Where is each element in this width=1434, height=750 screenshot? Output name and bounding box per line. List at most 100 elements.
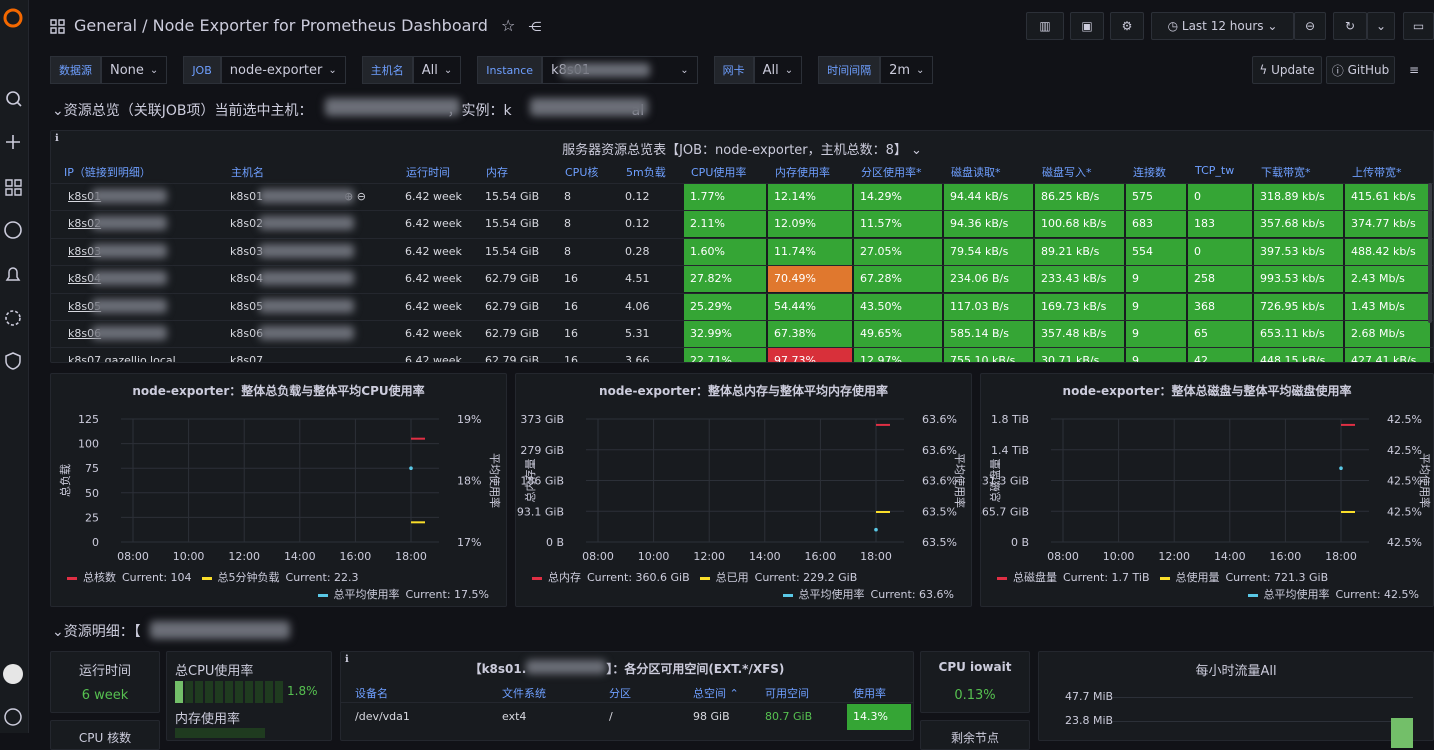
table-cell: 357.48 kB/s: [1035, 321, 1124, 347]
legend-item[interactable]: 总磁盘量 Current: 1.7 TiB: [997, 569, 1150, 586]
info-icon[interactable]: ℹ: [345, 654, 349, 665]
share-icon[interactable]: ⋲: [528, 20, 542, 35]
alerting-icon[interactable]: [5, 267, 21, 281]
cell-text: 9: [1132, 299, 1139, 313]
create-icon[interactable]: [6, 135, 20, 149]
legend-item[interactable]: 总平均使用率 Current: 63.6%: [782, 586, 954, 603]
table-cell: 9: [1126, 293, 1186, 320]
legend-current: Current: 229.2 GiB: [754, 571, 858, 584]
config-icon[interactable]: [5, 310, 21, 326]
gauge-panel: 总CPU使用率 1.8% 内存使用率: [166, 651, 332, 741]
legend-item[interactable]: 总平均使用率 Current: 17.5%: [317, 586, 489, 603]
refresh-button[interactable]: ↻: [1333, 12, 1367, 40]
row-divider: [51, 292, 1433, 294]
legend-current: Current: 63.6%: [870, 588, 954, 601]
panel-title[interactable]: 剩余节点: [950, 731, 999, 745]
cell-text: 6.42 week: [405, 327, 462, 340]
panel-title[interactable]: 【k8s01. 】：各分区可用空间(EXT.*/XFS): [341, 660, 913, 677]
update-button[interactable]: ϟ Update: [1252, 56, 1322, 84]
cell-text: 234.06 B/s: [950, 272, 1009, 286]
zoom-out-button[interactable]: ⊖: [1294, 12, 1326, 40]
star-icon[interactable]: ☆: [500, 16, 516, 35]
panel-title[interactable]: node-exporter：整体总内存与整体平均内存使用率: [599, 384, 888, 398]
cell-text: 2.68 Mb/s: [1351, 327, 1405, 340]
y-tick-label: 1.8 TiB: [991, 413, 1029, 426]
dropdown-caret: ⌄: [916, 64, 925, 76]
legend-item[interactable]: 总核数 Current: 104: [67, 569, 192, 586]
cell-text: 16: [564, 354, 578, 363]
logo[interactable]: [3, 8, 23, 28]
table-cell: ext4: [502, 710, 527, 723]
legend-name: 总核数: [83, 571, 116, 584]
column-header: 磁盘读取*: [951, 166, 1001, 179]
search-icon[interactable]: [6, 91, 20, 105]
legend-item[interactable]: 总已用 Current: 229.2 GiB: [699, 569, 858, 586]
legend-item[interactable]: 总平均使用率 Current: 42.5%: [1247, 586, 1419, 603]
legend-item[interactable]: 总内存 Current: 360.6 GiB: [532, 569, 690, 586]
breadcrumb-title[interactable]: / Node Exporter for Prometheus Dashboard: [142, 16, 488, 35]
time-picker[interactable]: ◷ Last 12 hours ⌄: [1151, 12, 1294, 40]
save-button[interactable]: ▣: [1070, 12, 1104, 40]
breadcrumb: General / Node Exporter for Prometheus D…: [74, 16, 541, 35]
github-button[interactable]: ⓘ GitHub: [1326, 56, 1395, 84]
variable-select[interactable]: All ⌄: [753, 56, 803, 84]
column-header: 分区: [609, 687, 631, 700]
panel-title[interactable]: 服务器资源总览表【JOB：node-exporter，主机总数：8】 ⌄: [562, 143, 922, 158]
table-cell: 2.11%: [684, 211, 766, 238]
legend-current: Current: 42.5%: [1335, 588, 1419, 601]
row-header[interactable]: ⌄资源明细：【: [52, 624, 141, 640]
table-cell: 318.89 kb/s: [1254, 184, 1343, 210]
table-cell: 0: [1188, 238, 1252, 265]
breadcrumb-root[interactable]: General: [74, 16, 138, 35]
tv-button[interactable]: ▭: [1403, 12, 1434, 40]
table-cell: 2.68 Mb/s: [1345, 321, 1430, 347]
help-icon[interactable]: [4, 708, 22, 726]
table-cell: 585.14 B/s: [944, 321, 1033, 347]
column-header: 总空间 ⌃: [693, 687, 739, 700]
panel-title[interactable]: CPU 核数: [78, 731, 132, 745]
avatar[interactable]: [3, 664, 23, 684]
cell-text: 1.43 Mb/s: [1351, 299, 1405, 313]
variable-select[interactable]: All ⌄: [412, 56, 462, 84]
redacted: [150, 621, 290, 639]
refresh-interval[interactable]: ⌄: [1367, 12, 1395, 40]
table-cell: 80.7 GiB: [765, 710, 813, 723]
add-panel-button[interactable]: ▥: [1026, 12, 1064, 40]
table-cell: 234.06 B/s: [944, 266, 1033, 293]
legend-swatch: [782, 593, 793, 597]
legend-item[interactable]: 总5分钟负载 Current: 22.3: [201, 569, 359, 586]
panel-title[interactable]: node-exporter：整体总负载与整体平均CPU使用率: [132, 384, 425, 398]
explore-icon[interactable]: [4, 221, 22, 239]
y-tick-label: 25: [85, 511, 99, 524]
table-cell: 368: [1188, 293, 1252, 320]
partition-table-panel: ℹ 【k8s01. 】：各分区可用空间(EXT.*/XFS) 设备名 文件系统 分区 总…: [340, 651, 914, 741]
panel-title[interactable]: 每小时流量All: [1195, 664, 1277, 679]
page: Node Exporter for Prometheus Dashboard {…: [3, 0, 1434, 750]
panel-title[interactable]: CPU iowait: [938, 660, 1012, 674]
panel-title[interactable]: node-exporter：整体总磁盘与整体平均磁盘使用率: [1062, 384, 1352, 398]
y-tick-label: 93.1 GiB: [517, 505, 564, 518]
redacted: [325, 98, 460, 116]
variable-select[interactable]: None ⌄: [101, 56, 168, 84]
cell-text: 0.12: [625, 217, 650, 231]
legend-item[interactable]: 总使用量 Current: 721.3 GiB: [1159, 569, 1328, 586]
gauge-value: 1.8%: [287, 684, 318, 698]
settings-button[interactable]: ⚙: [1110, 12, 1144, 40]
menu-button[interactable]: ≡: [1408, 63, 1420, 77]
table-cell: 448.15 kB/s: [1254, 348, 1343, 362]
row-divider: [51, 320, 1433, 321]
cell-text: 1.60%: [690, 244, 725, 258]
variable-select[interactable]: node-exporter ⌄: [220, 56, 346, 84]
variable-select[interactable]: 2m ⌄: [880, 56, 934, 84]
cell-text: 67.38%: [774, 327, 816, 340]
dashboards-icon[interactable]: [5, 179, 22, 196]
admin-icon[interactable]: [5, 352, 21, 370]
panel-title[interactable]: 运行时间: [78, 664, 131, 679]
legend-swatch: [317, 593, 328, 597]
y-tick-label: 0 B: [1011, 536, 1029, 549]
cell-text: 5.31: [625, 327, 650, 340]
cell-text: 233.43 kB/s: [1041, 272, 1107, 286]
cell-text: 9: [1132, 354, 1139, 363]
uptime-panel: 运行时间 6 week: [50, 651, 160, 713]
info-icon[interactable]: ℹ: [55, 133, 59, 144]
